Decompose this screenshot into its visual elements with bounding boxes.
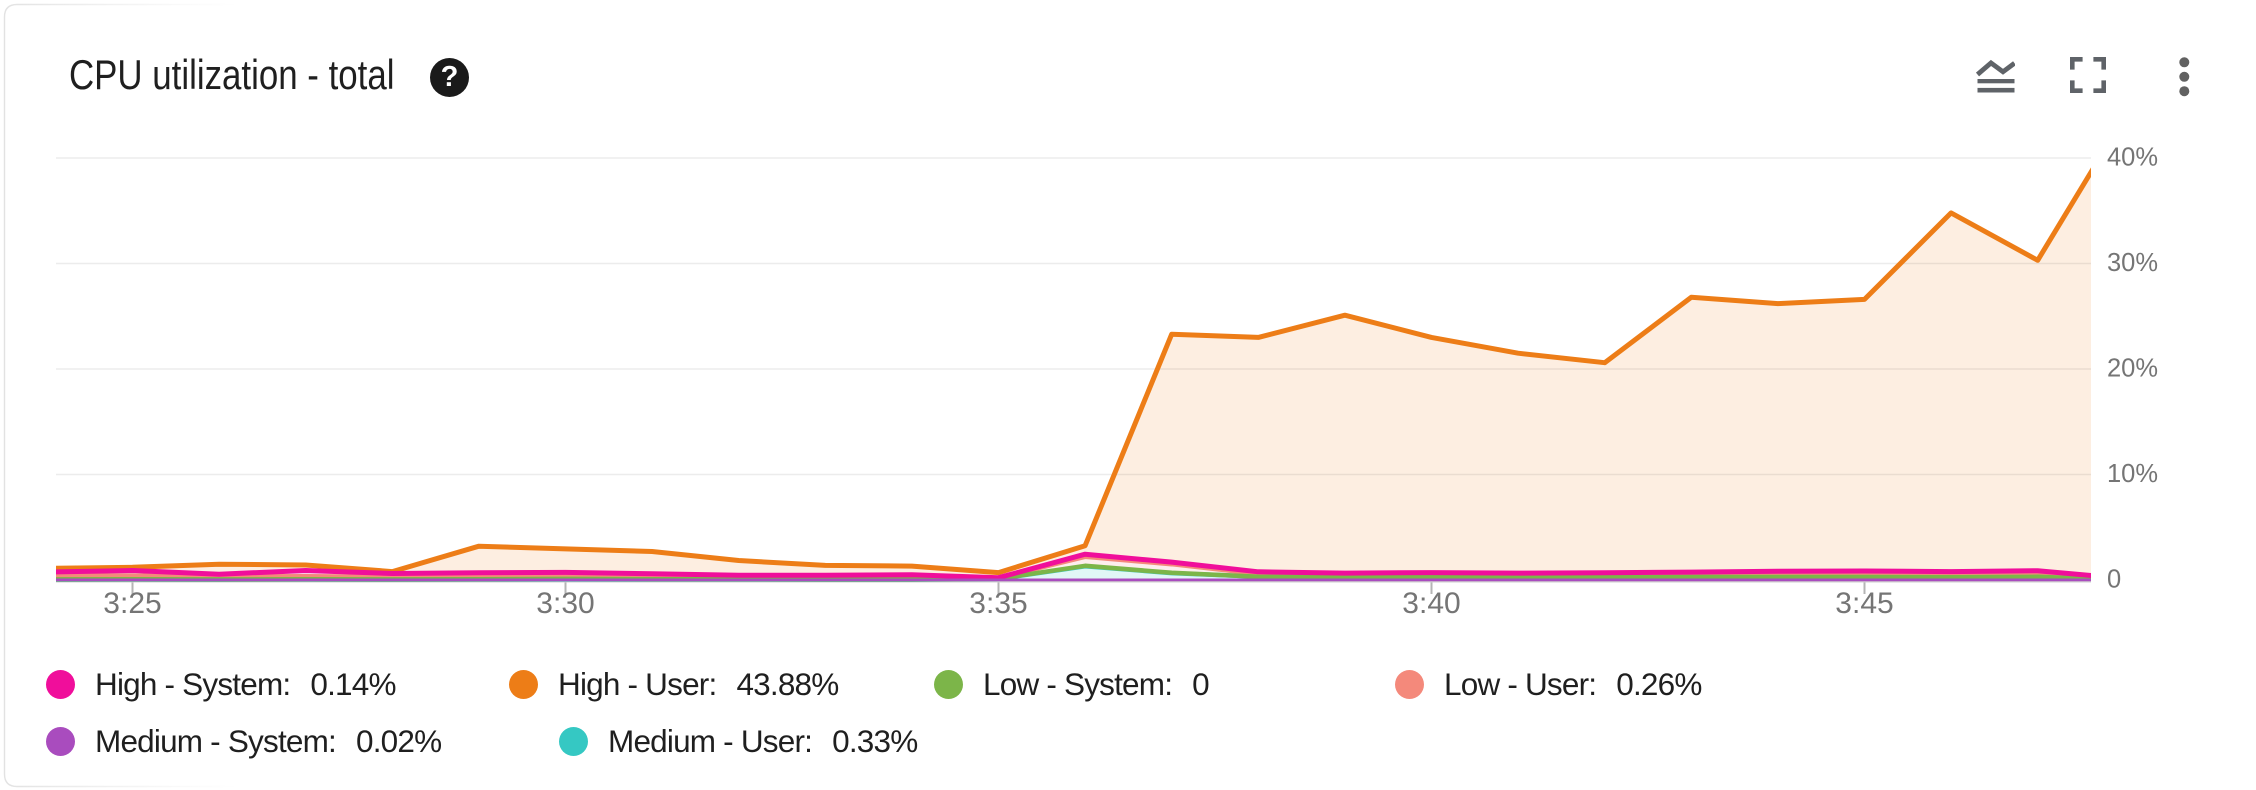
legend-item-medium-user[interactable]: Medium - User: 0.33% bbox=[559, 721, 918, 761]
legend-value: 0.14% bbox=[310, 665, 396, 702]
fullscreen-button[interactable] bbox=[2070, 57, 2106, 93]
legend-item-low-system[interactable]: Low - System: 0 bbox=[934, 664, 1210, 704]
series-area-high-user bbox=[56, 172, 2091, 580]
y-tick-label-40%: 40% bbox=[2107, 144, 2158, 172]
cpu-utilization-chart[interactable]: 3:25 3:30 3:35 3:40 3:45 40% 30% 20% 10% 0 bbox=[0, 0, 2256, 625]
y-tick-label-10%: 10% bbox=[2107, 460, 2158, 488]
legend-dot-medium-user bbox=[559, 726, 588, 756]
legend-dot-low-user bbox=[1395, 669, 1424, 699]
y-tick-label-20%: 20% bbox=[2107, 355, 2158, 383]
x-tick-label-3:35: 3:35 bbox=[969, 587, 1027, 620]
y-tick-label-0: 0 bbox=[2107, 566, 2121, 594]
legend-item-medium-system[interactable]: Medium - System: 0.02% bbox=[46, 721, 442, 761]
help-glyph: ? bbox=[440, 61, 459, 93]
legend-dot-high-system bbox=[46, 669, 75, 699]
legend-dot-low-system bbox=[934, 669, 963, 699]
legend-label: Low - System: bbox=[983, 665, 1173, 702]
legend-dot-medium-system bbox=[46, 726, 75, 756]
fullscreen-icon bbox=[2070, 57, 2106, 93]
y-tick-label-30%: 30% bbox=[2107, 249, 2158, 277]
chart-title: CPU utilization - total bbox=[69, 51, 395, 98]
legend-item-high-user[interactable]: High - User: 43.88% bbox=[509, 664, 839, 704]
legend-value: 0.02% bbox=[356, 722, 442, 759]
chart-header: CPU utilization - total ? bbox=[0, 0, 2256, 120]
legend-label: High - User: bbox=[558, 665, 717, 702]
legend-label: Medium - User: bbox=[608, 722, 813, 759]
legend-value: 0 bbox=[1192, 665, 1210, 702]
help-icon[interactable]: ? bbox=[430, 58, 469, 97]
legend-item-high-system[interactable]: High - System: 0.14% bbox=[46, 664, 396, 704]
series-area-medium-user bbox=[56, 566, 2091, 580]
x-tick-label-3:25: 3:25 bbox=[103, 587, 161, 620]
legend-value: 0.33% bbox=[832, 722, 918, 759]
legend-label: Low - User: bbox=[1444, 665, 1597, 702]
legend-value: 0.26% bbox=[1616, 665, 1702, 702]
legend-value: 43.88% bbox=[736, 665, 839, 702]
legend-item-low-user[interactable]: Low - User: 0.26% bbox=[1395, 664, 1702, 704]
chart-type-button[interactable] bbox=[1975, 54, 2016, 94]
kebab-menu-icon bbox=[2179, 57, 2190, 97]
legend-dot-high-user bbox=[509, 669, 538, 699]
x-tick-label-3:40: 3:40 bbox=[1402, 587, 1460, 620]
legend-label: Medium - System: bbox=[95, 722, 337, 759]
series-line-high-system bbox=[56, 551, 2091, 581]
x-tick-label-3:30: 3:30 bbox=[536, 587, 594, 620]
more-options-button[interactable] bbox=[2168, 48, 2202, 104]
area-chart-icon bbox=[1975, 59, 2016, 93]
legend-label: High - System: bbox=[95, 665, 291, 702]
x-tick-label-3:45: 3:45 bbox=[1835, 587, 1893, 620]
